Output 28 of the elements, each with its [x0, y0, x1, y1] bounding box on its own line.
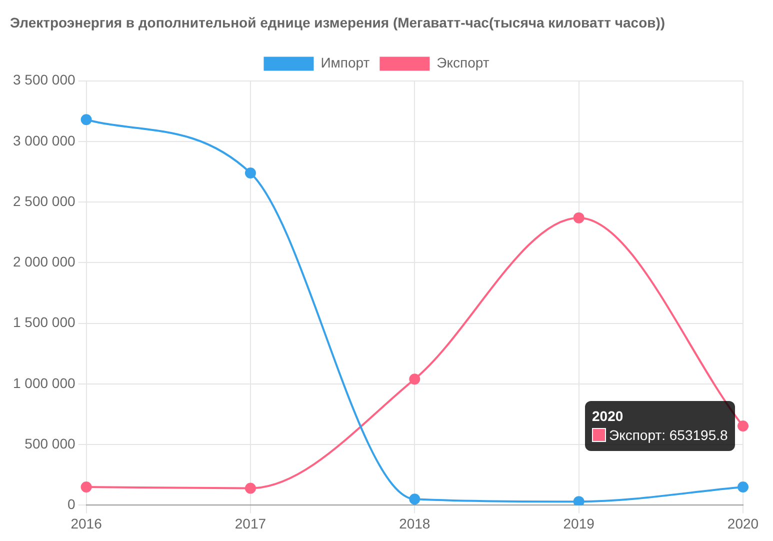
point	[244, 167, 256, 178]
legend-label: Импорт	[320, 54, 370, 71]
y-tick-label: 2 500 000	[12, 192, 76, 209]
y-tick-label: 1 000 000	[12, 374, 76, 391]
point	[80, 482, 92, 493]
y-tick-label: 1 500 000	[12, 314, 76, 330]
x-tick-label: 2016	[70, 515, 102, 532]
y-tick-label: 2 000 000	[12, 254, 76, 270]
legend-label: Экспорт	[436, 54, 490, 71]
x-tick-label: 2019	[563, 515, 595, 532]
y-tick-label: 3 500 000	[12, 72, 76, 88]
x-tick-label: 2018	[399, 515, 430, 532]
x-tick-label: 2017	[234, 515, 266, 532]
point	[80, 114, 92, 126]
chart-title: Электроэнергия в дополнительной еднице измерения (Мегаватт-час(тысяча киловатт часов))	[10, 14, 666, 30]
y-tick-label: 3 000 000	[12, 132, 76, 148]
point	[409, 374, 420, 385]
point	[738, 420, 748, 432]
annotation: Экспорт: 653195.8	[609, 426, 728, 443]
point	[573, 496, 584, 506]
annotation: 2020	[592, 408, 624, 424]
y-tick-label: 500 000	[24, 435, 76, 452]
y-tick-label: 0	[67, 496, 76, 512]
point	[738, 482, 748, 493]
x-tick-label: 2020	[727, 515, 759, 532]
point	[409, 494, 420, 505]
point	[244, 482, 256, 494]
point	[573, 212, 584, 224]
